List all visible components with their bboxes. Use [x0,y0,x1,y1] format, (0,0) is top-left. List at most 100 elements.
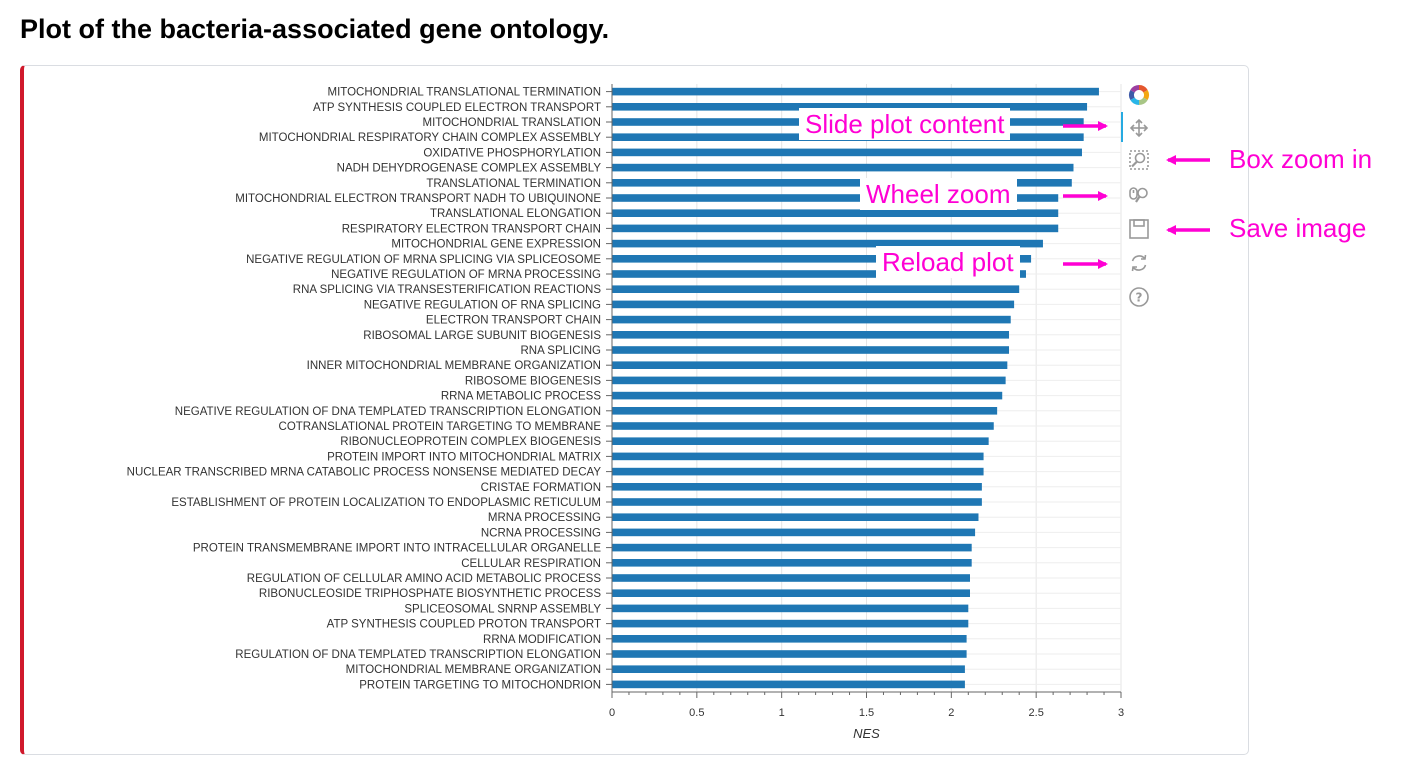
bar[interactable] [612,635,967,643]
wheel-zoom-callout: Wheel zoom [860,178,1017,210]
category-label: NEGATIVE REGULATION OF DNA TEMPLATED TRA… [175,406,601,418]
bar[interactable] [612,452,984,461]
category-label: MITOCHONDRIAL MEMBRANE ORGANIZATION [346,664,601,676]
category-label: OXIDATIVE PHOSPHORYLATION [423,147,601,159]
category-label: NADH DEHYDROGENASE COMPLEX ASSEMBLY [337,163,602,175]
bar[interactable] [612,285,1020,293]
save-tool-icon[interactable] [1126,216,1152,242]
bar[interactable] [612,604,969,613]
category-label: ELECTRON TRANSPORT CHAIN [426,315,601,327]
bar[interactable] [612,407,998,415]
category-label: MRNA PROCESSING [488,512,601,524]
bar[interactable] [612,528,976,537]
bar[interactable] [612,224,1059,233]
bar[interactable] [612,513,979,521]
bar[interactable] [612,255,1032,263]
category-label: INNER MITOCHONDRIAL MEMBRANE ORGANIZATIO… [307,360,601,372]
category-label: NUCLEAR TRANSCRIBED MRNA CATABOLIC PROCE… [127,467,602,479]
bar[interactable] [612,422,994,430]
category-label: NCRNA PROCESSING [481,527,601,539]
category-label: TRANSLATIONAL ELONGATION [430,208,601,220]
bar[interactable] [612,346,1010,354]
bar[interactable] [612,148,1082,157]
category-label: MITOCHONDRIAL TRANSLATION [423,117,602,129]
box-zoom-label: Box zoom in [1229,144,1373,174]
bar[interactable] [612,680,965,689]
category-label: SPLICEOSOMAL SNRNP ASSEMBLY [404,603,601,615]
category-label: ATP SYNTHESIS COUPLED ELECTRON TRANSPORT [313,102,601,114]
page-title: Plot of the bacteria-associated gene ont… [20,14,610,44]
x-tick-label: 1 [779,707,785,719]
category-label: NEGATIVE REGULATION OF MRNA SPLICING VIA… [246,254,601,266]
x-tick-label: 0 [609,707,615,719]
bar[interactable] [612,331,1010,339]
bar[interactable] [612,87,1099,96]
category-label: RESPIRATORY ELECTRON TRANSPORT CHAIN [342,223,601,235]
grid-lines [612,84,1122,692]
bar[interactable] [612,315,1011,324]
category-label: RIBONUCLEOPROTEIN COMPLEX BIOGENESIS [340,436,601,448]
bar[interactable] [612,179,1072,187]
category-label: RNA SPLICING VIA TRANSESTERIFICATION REA… [293,284,602,296]
category-label: MITOCHONDRIAL GENE EXPRESSION [391,239,601,251]
category-label: PROTEIN IMPORT INTO MITOCHONDRIAL MATRIX [327,451,601,463]
bar[interactable] [612,239,1043,248]
help-tool-icon[interactable]: ? [1126,284,1152,310]
bar[interactable] [612,437,989,445]
active-tool-indicator [1121,112,1123,142]
bar[interactable] [612,391,1003,400]
bar[interactable] [612,209,1059,217]
bar[interactable] [612,103,1088,111]
bokeh-logo-icon[interactable] [1126,82,1152,108]
x-tick-label: 3 [1118,707,1124,719]
bar[interactable] [612,483,982,491]
category-label: CELLULAR RESPIRATION [461,558,601,570]
reload-callout: Reload plot [876,246,1020,278]
bar[interactable] [612,665,965,673]
x-tick-label: 0.5 [689,707,704,719]
category-label: MITOCHONDRIAL RESPIRATORY CHAIN COMPLEX … [259,132,601,144]
category-label: MITOCHONDRIAL TRANSLATIONAL TERMINATION [328,87,601,99]
bar[interactable] [612,300,1015,309]
category-label: ESTABLISHMENT OF PROTEIN LOCALIZATION TO… [171,497,601,509]
category-label: CRISTAE FORMATION [481,482,601,494]
category-label: RNA SPLICING [520,345,601,357]
x-tick-label: 2 [948,707,954,719]
bar[interactable] [612,559,972,567]
category-label: MITOCHONDRIAL ELECTRON TRANSPORT NADH TO… [235,193,601,205]
bar[interactable] [612,498,982,506]
bar[interactable] [612,574,970,582]
bar[interactable] [612,650,967,658]
bar[interactable] [612,270,1026,278]
category-label: RRNA METABOLIC PROCESS [441,391,602,403]
bar[interactable] [612,619,969,628]
bar[interactable] [612,543,972,552]
bar[interactable] [612,361,1008,369]
x-tick-label: 1.5 [859,707,874,719]
category-label: TRANSLATIONAL TERMINATION [426,178,601,190]
save-image-label: Save image [1229,213,1367,243]
bar[interactable] [612,467,984,476]
wheel-zoom-tool-icon[interactable] [1126,182,1152,208]
category-label: REGULATION OF DNA TEMPLATED TRANSCRIPTIO… [235,649,601,661]
category-label: ATP SYNTHESIS COUPLED PROTON TRANSPORT [327,619,601,631]
bar[interactable] [612,163,1074,172]
category-label: NEGATIVE REGULATION OF MRNA PROCESSING [331,269,601,281]
reset-tool-icon[interactable] [1126,250,1152,276]
category-label: REGULATION OF CELLULAR AMINO ACID METABO… [247,573,602,585]
bar[interactable] [612,376,1006,385]
category-label: RIBOSOME BIOGENESIS [465,375,601,387]
pan-tool-icon[interactable] [1126,115,1152,141]
category-label: RRNA MODIFICATION [483,634,601,646]
category-label: NEGATIVE REGULATION OF RNA SPLICING [364,299,601,311]
box-zoom-tool-icon[interactable] [1126,147,1152,173]
category-label: RIBONUCLEOSIDE TRIPHOSPHATE BIOSYNTHETIC… [259,588,601,600]
slide-callout: Slide plot content [799,108,1011,140]
category-label: RIBOSOMAL LARGE SUBUNIT BIOGENESIS [363,330,601,342]
bar[interactable] [612,589,970,597]
x-axis-title: NES [853,726,880,741]
category-label: COTRANSLATIONAL PROTEIN TARGETING TO MEM… [279,421,602,433]
category-label: PROTEIN TRANSMEMBRANE IMPORT INTO INTRAC… [193,543,601,555]
bar[interactable] [612,194,1059,202]
